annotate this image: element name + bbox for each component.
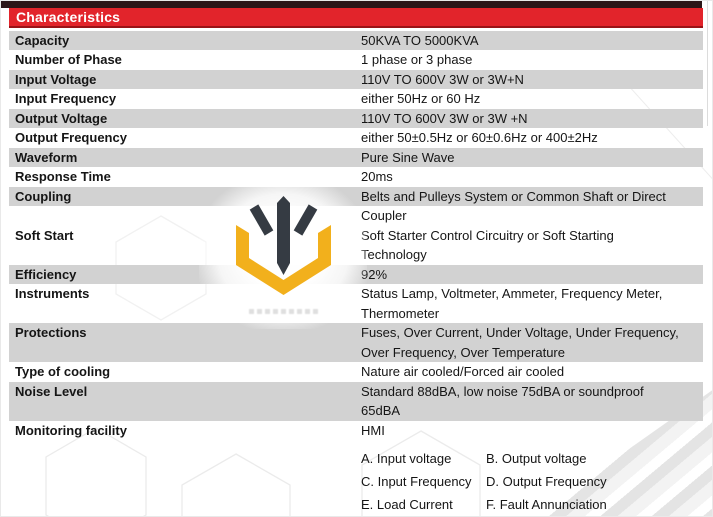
row-label: Response Time [15,169,111,185]
row-value: Over Frequency, Over Temperature [361,344,565,360]
table-row-line: Input Voltage 110V TO 600V 3W or 3W+N [9,69,703,89]
row-label: Capacity [15,32,70,48]
row-value: Pure Sine Wave [361,149,455,165]
row-label: Protections [15,325,87,341]
right-edge-line [707,1,708,126]
monitoring-item: C. Input Frequency [361,474,472,489]
row-label: Soft Start [15,227,74,243]
row-label: Noise Level [15,383,88,399]
row-label: Type of cooling [15,364,111,380]
characteristics-table: Capacity 50KVA TO 5000KVA Number of Phase 1… [9,30,703,441]
row-label: Efficiency [15,266,77,282]
table-row-line: Capacity 50KVA TO 5000KVA [9,30,703,50]
table-row-line: Type of cooling Nature air cooled/Forced … [9,362,703,382]
row-value: Thermometer [361,305,440,321]
monitoring-item: A. Input voltage [361,451,452,466]
table-row-line: Input Frequency either 50Hz or 60 Hz [9,89,703,109]
table-row-line: Number of Phase 1 phase or 3 phase [9,50,703,70]
top-accent-bar [1,1,702,8]
table-row-line: 65dBA [9,401,703,421]
row-value: Nature air cooled/Forced air cooled [361,364,565,380]
monitoring-item: D. Output Frequency [486,474,607,489]
monitoring-item: F. Fault Annunciation [486,497,607,512]
table-header: Characteristics [9,8,703,28]
row-value: either 50Hz or 60 Hz [361,91,481,107]
table-row-line: Response Time 20ms [9,167,703,187]
row-value: 20ms [361,169,393,185]
monitoring-item-row: C. Input Frequency D. Output Frequency [361,470,607,493]
row-label: Instruments [15,286,90,302]
table-row-line: Output Frequency either 50±0.5Hz or 60±0.… [9,128,703,148]
row-label: Number of Phase [15,52,122,68]
monitoring-item: E. Load Current [361,497,453,512]
table-row-line: Coupling Belts and Pulleys System or Comm… [9,186,703,206]
row-label: Waveform [15,149,78,165]
row-label: Output Frequency [15,130,127,146]
row-value: Coupler [361,208,407,224]
table-row-line: Monitoring facility HMI [9,421,703,441]
row-value: 92% [361,266,388,282]
logo-subtext-watermark [249,309,321,314]
row-label: Coupling [15,188,72,204]
row-label: Output Voltage [15,110,108,126]
table-row-line: Protections Fuses, Over Current, Under Vo… [9,323,703,343]
row-value: Fuses, Over Current, Under Voltage, Unde… [361,325,679,341]
table-row-line: Efficiency 92% [9,264,703,284]
row-value: 1 phase or 3 phase [361,52,473,68]
row-value: Status Lamp, Voltmeter, Ammeter, Frequen… [361,286,663,302]
table-row-line: Thermometer [9,304,703,324]
power-logo-icon [236,196,331,295]
page-title: Characteristics [16,9,121,25]
monitoring-item-row: A. Input voltage B. Output voltage [361,447,607,470]
row-value: Belts and Pulleys System or Common Shaft… [361,188,666,204]
monitoring-item: B. Output voltage [486,451,587,466]
row-value: HMI [361,422,385,438]
row-value: 65dBA [361,403,401,419]
table-row-line: Soft Start Soft Starter Control Circuitry… [9,226,703,246]
row-value: 110V TO 600V 3W or 3W+N [361,71,524,87]
table-row-line: Over Frequency, Over Temperature [9,342,703,362]
table-row-line: Instruments Status Lamp, Voltmeter, Ammet… [9,284,703,304]
row-value: Technology [361,247,427,263]
row-value: either 50±0.5Hz or 60±0.6Hz or 400±2Hz [361,130,598,146]
row-value: 110V TO 600V 3W or 3W +N [361,110,528,126]
table-row-line: Technology [9,245,703,265]
monitoring-items: A. Input voltage B. Output voltage C. Inpu… [361,447,607,516]
table-row-line: Output Voltage 110V TO 600V 3W or 3W +N [9,108,703,128]
row-label: Input Voltage [15,71,97,87]
row-label: Monitoring facility [15,422,127,438]
table-row-line: Waveform Pure Sine Wave [9,147,703,167]
monitoring-item-row: E. Load Current F. Fault Annunciation [361,493,607,516]
table-row-line: Noise Level Standard 88dBA, low noise 75d… [9,381,703,401]
table-row-line: Coupler [9,206,703,226]
row-label: Input Frequency [15,91,117,107]
row-value: 50KVA TO 5000KVA [361,32,479,48]
row-value: Standard 88dBA, low noise 75dBA or sound… [361,383,644,399]
row-value: Soft Starter Control Circuitry or Soft S… [361,227,614,243]
